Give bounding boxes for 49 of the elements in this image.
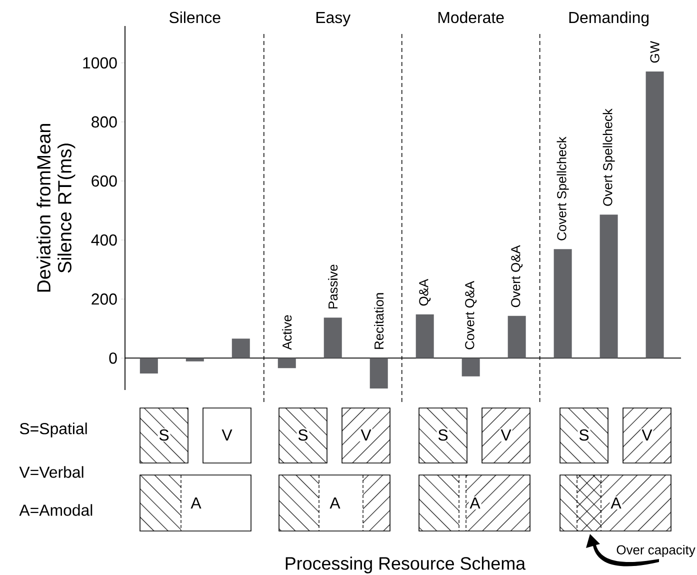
x-tick-label: Overt Q&A: [511, 245, 523, 308]
bar: [186, 358, 204, 362]
y-axis-title: Deviation fromMean Silence RT(ms): [36, 124, 76, 292]
text: V: [360, 430, 372, 440]
bar: [554, 249, 572, 358]
text: Processing Resource Schema: [286, 556, 526, 574]
annotation: Demanding: [569, 11, 649, 26]
bar: [462, 358, 480, 376]
bar: [646, 71, 664, 358]
y-tick-label: 200: [92, 293, 117, 305]
bar: [416, 314, 434, 358]
text: Moderate: [438, 11, 504, 24]
text: A: [610, 498, 622, 508]
text: S: [438, 429, 448, 441]
y-tick-label: 800: [92, 116, 117, 128]
x-tick-label: Covert Q&A: [465, 280, 477, 350]
bar: [600, 214, 618, 358]
text: S: [298, 429, 308, 441]
bar: [508, 316, 526, 358]
x-tick-label: Q&A: [419, 278, 431, 306]
text: Over capacity: [616, 544, 696, 558]
text: V=Verbal: [19, 466, 84, 478]
text: Silence: [169, 11, 220, 24]
x-tick-label: Active: [282, 315, 292, 350]
bar: [324, 318, 342, 358]
text: S: [159, 429, 169, 441]
y-tick-label: 0: [109, 352, 117, 364]
text: S=Spatial: [20, 422, 87, 438]
x-tick-label: Recitation: [374, 293, 384, 349]
x-tick-label: Passive: [328, 264, 338, 308]
text: V: [642, 430, 652, 440]
bar: [232, 338, 250, 358]
text: S: [579, 429, 589, 441]
text: A: [330, 498, 340, 508]
text: V: [222, 430, 232, 440]
y-tick-label: 1000: [83, 57, 117, 69]
y-tick-label: 400: [91, 234, 117, 246]
text: A: [470, 498, 480, 508]
y-tick-label: 600: [92, 175, 117, 187]
text: V: [500, 430, 512, 440]
x-tick-label: GW: [650, 40, 660, 63]
text: A=Amodal: [19, 504, 92, 516]
x-tick-label: Overt Spellcheck: [602, 108, 615, 206]
x-tick-label: Covert Spellcheck: [556, 136, 569, 240]
text: A: [190, 498, 202, 508]
bar: [278, 358, 296, 368]
annotation: Easy: [316, 12, 351, 26]
bar: [140, 358, 158, 374]
bar: [370, 358, 388, 389]
